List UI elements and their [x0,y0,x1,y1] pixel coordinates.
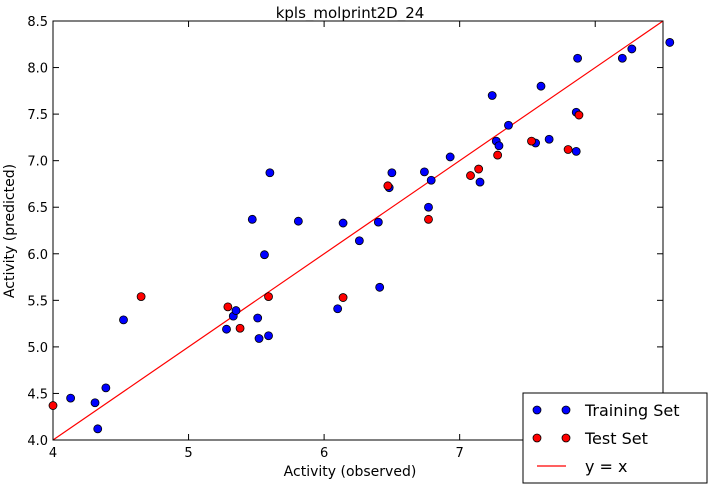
legend-label-y-x: y = x [585,457,628,476]
point-training-set [253,313,263,323]
point-training-set [338,218,348,228]
point-training-set [119,315,128,325]
point-test-set [563,145,573,154]
point-test-set [466,171,475,180]
point-training-set [617,53,627,63]
y-tick-label: 5.0 [27,341,48,356]
y-tick-label: 7.0 [27,155,48,170]
point-training-set [222,324,231,334]
point-test-set [223,302,233,312]
point-training-set [487,91,497,100]
point-training-set [254,334,264,343]
x-tick-label: 5 [184,446,192,461]
x-tick-label: 6 [320,446,328,461]
y-tick-label: 7.5 [27,108,48,123]
y-tick-label: 6.0 [27,248,48,263]
point-training-set [536,81,546,91]
x-tick-label: 7 [456,446,464,461]
reference-line-layer [52,20,664,441]
point-training-set [373,217,383,227]
legend-label-training-set: Training Set [584,401,680,420]
point-training-set [571,146,581,156]
legend-marker-training-set [561,405,571,415]
legend: Training Set Test Set y = x [522,392,708,484]
legend-box [522,392,708,484]
y-tick-label: 4.0 [27,434,48,449]
point-test-set [383,181,393,191]
point-training-set [247,214,257,224]
point-test-set [136,292,146,302]
point-test-set [48,401,58,410]
point-training-set [231,306,241,315]
point-training-set [90,398,100,408]
y-axis-ticks: 4.0 4.5 5.0 5.5 6.0 6.5 7.0 7.5 8.0 8.5 [27,15,663,449]
point-test-set [264,292,273,302]
y-axis-label: Activity (predicted) [2,164,18,298]
y-tick-label: 8.5 [27,15,48,30]
point-test-set [338,293,348,302]
point-training-set [264,331,273,341]
point-training-set [445,152,455,162]
point-training-set [544,134,554,144]
point-training-set [260,250,269,260]
point-test-set [474,164,484,174]
point-training-set [573,53,582,63]
y-tick-label: 8.0 [27,62,48,77]
point-training-set [66,393,76,403]
point-training-set [504,120,513,130]
point-training-set [627,44,637,54]
point-training-set [375,282,385,292]
x-axis-label: Activity (observed) [284,464,417,480]
point-training-set [426,175,436,185]
point-training-set [387,168,397,178]
legend-marker-test-set [532,433,542,443]
x-tick-label: 4 [49,446,57,461]
point-test-set [493,150,503,160]
point-test-set [527,136,536,146]
point-training-set [665,38,675,47]
legend-marker-test-set [561,433,571,443]
point-training-set [420,167,429,177]
legend-label-test-set: Test Set [584,429,648,448]
point-test-set [574,110,584,120]
points-layer [48,38,675,434]
point-training-set [333,304,343,314]
series-line-y-equals-x [52,20,664,441]
point-test-set [424,214,433,224]
point-training-set [93,424,103,434]
point-test-set [235,323,245,333]
point-training-set [265,168,275,178]
y-tick-label: 6.5 [27,201,48,216]
point-training-set [354,236,364,246]
legend-marker-training-set [532,405,542,415]
point-training-set [475,177,485,187]
point-training-set [101,383,111,393]
plot-area [48,20,675,441]
y-tick-label: 4.5 [27,387,48,402]
point-training-set [293,216,303,226]
point-training-set [424,202,433,212]
point-training-set [494,141,504,151]
y-tick-label: 5.5 [27,294,48,309]
chart-title: kpls_molprint2D_24 [276,4,425,23]
